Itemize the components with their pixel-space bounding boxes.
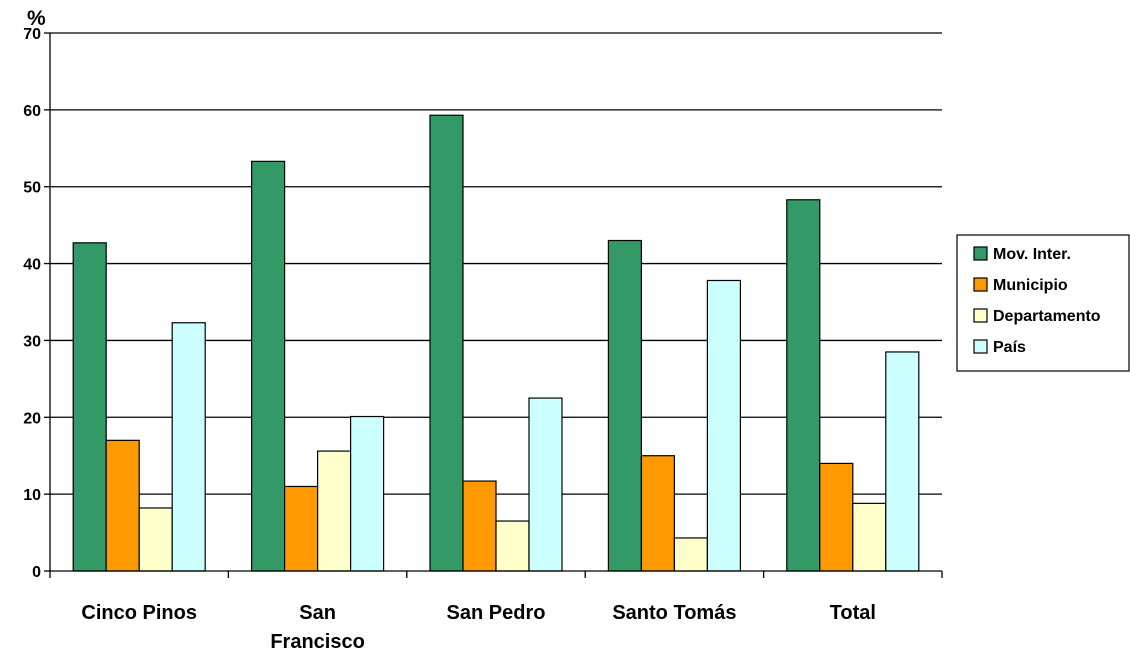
bar	[429, 114, 464, 572]
y-tick-label: 50	[23, 180, 41, 197]
bar	[528, 397, 563, 572]
y-tick-label: 10	[23, 487, 41, 504]
bar	[251, 160, 286, 572]
axes	[44, 32, 943, 578]
bar	[105, 439, 140, 572]
y-tick-label: 0	[32, 564, 41, 581]
bar	[284, 485, 319, 572]
bars	[72, 114, 920, 572]
bar	[640, 455, 676, 572]
bar	[673, 537, 709, 572]
legend-swatch	[973, 308, 988, 323]
legend: Mov. Inter. Municipio Departamento País	[956, 234, 1130, 372]
y-tick-label: 60	[23, 103, 41, 120]
bar	[138, 507, 173, 572]
x-category-label: San	[299, 602, 336, 624]
y-axis-unit-label: %	[27, 7, 46, 30]
y-tick-label: 20	[23, 410, 41, 427]
bar	[885, 351, 920, 572]
bar	[462, 480, 497, 572]
legend-label: Mov. Inter.	[993, 246, 1071, 263]
bar	[495, 520, 530, 572]
y-tick-label: 40	[23, 257, 41, 274]
legend-swatch	[973, 277, 988, 292]
x-category-label: Francisco	[270, 631, 364, 653]
legend-label: País	[993, 339, 1026, 356]
y-tick-label: 30	[23, 333, 41, 350]
bar	[350, 415, 385, 572]
bar	[171, 322, 206, 572]
x-category-label: Santo Tomás	[612, 602, 736, 624]
x-category-label: Total	[830, 602, 876, 624]
x-category-label: Cinco Pinos	[81, 602, 197, 624]
bar	[72, 242, 107, 572]
legend-label: Municipio	[993, 277, 1068, 294]
bar	[706, 279, 742, 572]
bar	[786, 199, 821, 572]
y-tick-labels: 0 10 20 30 40 50 60 70	[23, 26, 41, 581]
x-category-label: San Pedro	[447, 602, 546, 624]
bar	[852, 502, 887, 572]
legend-swatch	[973, 246, 988, 261]
legend-swatch	[973, 339, 988, 354]
legend-label: Departamento	[993, 308, 1101, 325]
bar	[607, 239, 643, 572]
bar	[317, 450, 352, 572]
bar	[819, 462, 854, 572]
x-category-labels: Cinco Pinos San Francisco San Pedro Santo To…	[81, 602, 876, 653]
y-tick-label: 70	[23, 26, 41, 43]
